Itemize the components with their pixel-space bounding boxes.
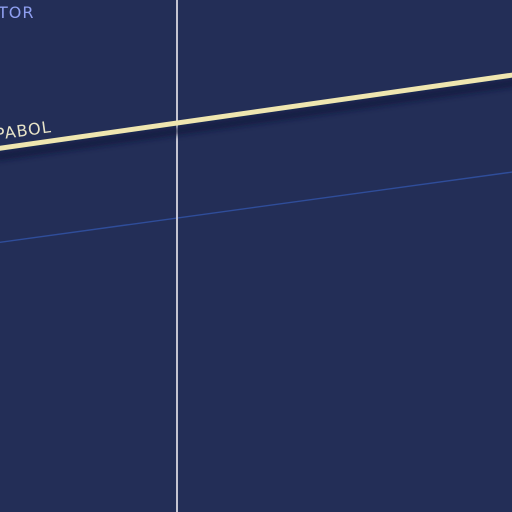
primary-road[interactable] <box>0 72 512 151</box>
label-top-left: TOR <box>0 3 34 22</box>
primary-road-shadow <box>0 79 512 161</box>
minor-road-line <box>0 171 512 244</box>
